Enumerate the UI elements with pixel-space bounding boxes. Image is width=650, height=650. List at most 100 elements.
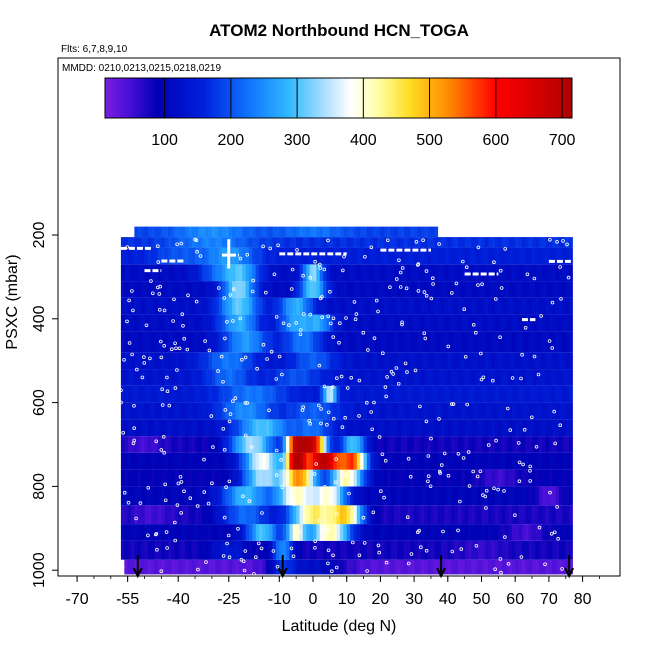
heatmap-cell [532, 402, 536, 420]
heatmap-cell [393, 226, 398, 238]
observation-point [179, 480, 184, 484]
heatmap-cell [309, 369, 314, 386]
heatmap-cell [383, 314, 388, 332]
heatmap-cell [565, 436, 570, 453]
heatmap-cell [518, 402, 523, 420]
colorbar-swatch [285, 78, 289, 118]
observation-point [456, 451, 461, 456]
heatmap-cell [515, 237, 519, 248]
heatmap-cell [437, 352, 442, 370]
heatmap-cell [171, 486, 176, 506]
heatmap-cell [323, 419, 327, 437]
x-tick-label: 50 [473, 591, 491, 608]
heatmap-cell [410, 559, 415, 575]
heatmap-cell [451, 524, 455, 541]
heatmap-cell [525, 559, 530, 575]
heatmap-cell [559, 237, 563, 248]
heatmap-cell [134, 452, 139, 470]
heatmap-cell [528, 369, 533, 386]
heatmap-cell [225, 281, 230, 298]
heatmap-cell [444, 452, 449, 470]
heatmap-cell [323, 559, 327, 575]
observation-point [157, 292, 162, 296]
observation-point [523, 325, 528, 330]
heatmap-cell [255, 540, 260, 560]
heatmap-cell [245, 264, 250, 282]
heatmap-cell [521, 524, 526, 541]
heatmap-cell [417, 247, 422, 265]
heatmap-cell [434, 281, 439, 298]
heatmap-cell [424, 559, 428, 575]
heatmap-cell [377, 540, 381, 560]
observation-point [513, 513, 517, 517]
observation-point [361, 330, 366, 335]
heatmap-cell [484, 314, 489, 332]
heatmap-cell [161, 505, 166, 525]
heatmap-cell [397, 559, 402, 575]
colorbar-swatch [234, 78, 237, 118]
heatmap-cell [434, 314, 439, 332]
heatmap-cell [296, 559, 300, 575]
heatmap-cell [390, 419, 395, 437]
heatmap-cell [147, 385, 152, 403]
heatmap-cell [532, 486, 536, 506]
heatmap-cell [232, 419, 236, 437]
observation-point [350, 540, 355, 545]
heatmap-cell [410, 419, 415, 437]
x-tick-label: -25 [217, 591, 240, 608]
heatmap-cell [373, 436, 378, 453]
heatmap-cell [222, 369, 226, 386]
heatmap-cell [215, 314, 220, 332]
heatmap-cell [228, 352, 233, 370]
heatmap-cell [181, 524, 186, 541]
colorbar-swatch [444, 78, 448, 118]
heatmap-cell [491, 385, 496, 403]
observation-point [222, 296, 227, 300]
heatmap-cell [157, 369, 162, 386]
heatmap-cell [225, 419, 230, 437]
observation-point [291, 554, 296, 559]
observation-point [494, 438, 498, 443]
heatmap-cell [474, 331, 479, 353]
colorbar-swatch [526, 78, 529, 118]
heatmap-cell [518, 352, 523, 370]
heatmap-cell [427, 264, 432, 282]
heatmap-cell [184, 297, 189, 315]
heatmap-cell [343, 402, 348, 420]
heatmap-cell [137, 314, 142, 332]
observation-point [465, 402, 470, 407]
heatmap-cell [545, 237, 550, 248]
heatmap-cell [451, 247, 455, 265]
heatmap-cell [444, 264, 449, 282]
heatmap-cell [518, 540, 523, 560]
colorbar-swatch [564, 78, 567, 118]
heatmap-cell [154, 369, 159, 386]
heatmap-cell [484, 352, 489, 370]
observation-point [163, 498, 168, 503]
heatmap-cell [316, 352, 321, 370]
heatmap-cell [481, 331, 486, 353]
heatmap-cell [494, 540, 499, 560]
heatmap-cell [232, 237, 236, 248]
heatmap-cell [299, 237, 304, 248]
heatmap-cell [535, 524, 540, 541]
heatmap-cell [171, 331, 176, 353]
heatmap-cell [296, 264, 300, 282]
heatmap-cell [427, 281, 432, 298]
heatmap-cell [552, 264, 557, 282]
heatmap-cell [353, 369, 358, 386]
heatmap-cell [286, 419, 290, 437]
heatmap-cell [346, 505, 351, 525]
observation-point [261, 244, 265, 249]
heatmap-cell [235, 419, 240, 437]
heatmap-cell [390, 331, 395, 353]
heatmap-cell [424, 505, 428, 525]
heatmap-cell [360, 419, 364, 437]
observation-point [398, 270, 403, 275]
heatmap-cell [154, 505, 159, 525]
heatmap-cell [548, 419, 553, 437]
heatmap-cell [272, 419, 277, 437]
heatmap-cell [222, 486, 226, 506]
heatmap-cell [420, 369, 425, 386]
